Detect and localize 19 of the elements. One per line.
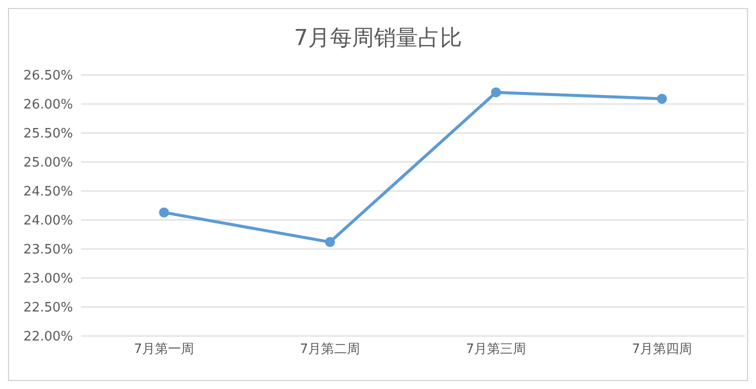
- x-tick-label: 7月第四周: [632, 342, 692, 358]
- y-tick-label: 23.50%: [23, 242, 73, 258]
- chart-title: 7月每周销量占比: [293, 25, 463, 53]
- y-tick-label: 22.50%: [23, 300, 73, 316]
- y-tick-label: 25.00%: [23, 156, 73, 171]
- y-tick-label: 26.50%: [23, 68, 73, 84]
- y-tick-label: 24.00%: [23, 214, 73, 229]
- x-tick-label: 7月第三周: [466, 342, 526, 358]
- point: [159, 207, 169, 218]
- y-tick-label: 24.50%: [23, 184, 73, 200]
- x-tick-label: 7月第一周: [134, 342, 194, 358]
- y-tick-label: 25.50%: [23, 126, 73, 142]
- x-tick-label: 7月第二周: [300, 342, 360, 358]
- point: [491, 87, 501, 98]
- point: [325, 237, 335, 248]
- point: [657, 94, 667, 104]
- y-tick-label: 22.00%: [23, 330, 73, 345]
- y-tick-label: 23.00%: [23, 272, 73, 287]
- y-tick-label: 26.00%: [23, 98, 73, 113]
